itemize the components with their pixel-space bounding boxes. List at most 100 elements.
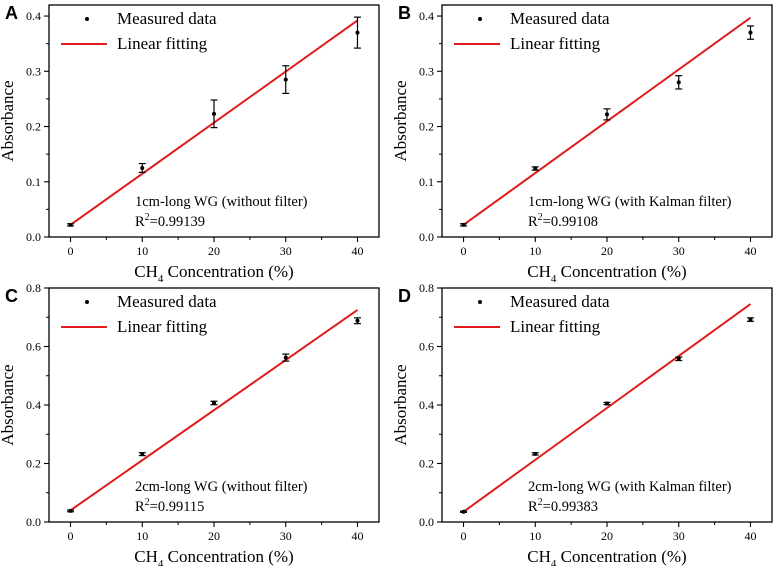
x-tick-label: 10 [529,244,541,258]
r-squared-superscript: 2 [538,212,543,223]
x-axis-label-main: CH [527,547,551,566]
panel-label: D [398,286,411,306]
panel-label: B [398,3,411,23]
annotation-r-squared: R2=0.99115 [135,497,204,515]
annotation-r-squared: R2=0.99108 [528,212,598,230]
legend-label-measured: Measured data [510,292,610,311]
r-squared-prefix: R [528,499,538,515]
data-point [355,318,360,323]
y-tick-label: 0.4 [26,398,41,412]
r-squared-prefix: R [528,214,538,230]
y-axis-label: Absorbance [391,364,410,445]
x-axis-label: CH4 Concentration (%) [527,547,686,566]
annotation-description: 1cm-long WG (with Kalman filter) [528,194,732,210]
y-tick-label: 0.4 [419,9,434,23]
y-axis-label: Absorbance [391,80,410,161]
data-point [283,355,288,360]
x-axis-label-rest: Concentration (%) [556,547,686,566]
y-tick-label: 0.2 [419,457,434,471]
x-tick-label: 40 [744,529,756,543]
panel-label: A [5,3,18,23]
x-tick-label: 30 [673,244,685,258]
y-tick-label: 0.0 [419,515,434,529]
y-tick-label: 0.4 [26,9,41,23]
legend-label-measured: Measured data [117,9,217,28]
annotation-description: 2cm-long WG (with Kalman filter) [528,479,732,495]
chart-panel-c: C 0 10 20 30 40 0.0 0.2 0.4 0.6 0.8 Absorbance CH4 C… [0,281,380,566]
y-tick-label: 0.0 [419,230,434,244]
legend-marker-measured [85,300,89,304]
annotation-description: 2cm-long WG (without filter) [135,479,308,495]
data-point [676,356,681,361]
data-point [533,166,538,171]
r-squared-value: =0.99139 [150,214,205,230]
legend-label-fit: Linear fitting [117,34,208,53]
x-tick-label: 20 [208,244,220,258]
r-squared-value: =0.99115 [150,499,205,515]
annotation-r-squared: R2=0.99139 [135,212,205,230]
annotation-description: 1cm-long WG (without filter) [135,194,308,210]
x-tick-label: 0 [461,529,467,543]
x-tick-label: 40 [351,244,363,258]
x-tick-label: 10 [136,244,148,258]
legend-label-fit: Linear fitting [510,34,601,53]
r-squared-prefix: R [135,499,145,515]
data-point [283,77,288,82]
x-axis-label: CH4 Concentration (%) [134,547,293,566]
y-tick-label: 0.2 [26,457,41,471]
r-squared-value: =0.99108 [543,214,598,230]
legend-label-measured: Measured data [117,292,217,311]
y-tick-label: 0.3 [26,64,41,78]
data-point [461,509,466,514]
y-tick-label: 0.1 [419,175,434,189]
x-tick-label: 10 [529,529,541,543]
y-tick-label: 0.6 [419,340,434,354]
x-axis-label: CH4 Concentration (%) [134,262,293,285]
y-tick-label: 0.0 [26,515,41,529]
y-tick-label: 0.4 [419,398,434,412]
x-axis-label-main: CH [134,262,158,281]
chart-panel-d: D 0 10 20 30 40 0.0 0.2 0.4 0.6 0.8 Absorbance CH4 C… [391,281,773,566]
legend-marker-measured [478,300,482,304]
x-axis-label-sub: 4 [551,558,557,566]
panel-label: C [5,286,18,306]
data-point [676,80,681,85]
x-tick-label: 0 [461,244,467,258]
x-tick-label: 40 [744,244,756,258]
y-tick-label: 0.2 [26,120,41,134]
y-tick-label: 0.3 [419,64,434,78]
chart-panel-b: B 0 10 20 30 40 0.0 0.1 0.2 0.3 0.4 Absorbance CH4 C… [391,3,773,285]
legend-label-measured: Measured data [510,9,610,28]
x-tick-label: 0 [68,244,74,258]
data-point [605,112,609,117]
y-tick-label: 0.8 [26,281,41,295]
legend-marker-measured [85,17,89,21]
x-tick-label: 30 [280,529,292,543]
legend-marker-measured [478,17,482,21]
annotation-r-squared: R2=0.99383 [528,497,598,515]
x-tick-label: 30 [280,244,292,258]
data-point [461,222,466,227]
x-axis-label-sub: 4 [551,273,557,285]
x-tick-label: 20 [208,529,220,543]
x-tick-label: 10 [136,529,148,543]
y-tick-label: 0.8 [419,281,434,295]
x-axis-label-rest: Concentration (%) [556,262,686,281]
x-axis-label-rest: Concentration (%) [163,262,293,281]
legend-label-fit: Linear fitting [510,317,601,336]
x-axis-label-main: CH [527,262,551,281]
fit-line [462,303,752,513]
fit-line [462,16,752,226]
data-point [748,30,753,35]
x-tick-label: 0 [68,529,74,543]
r-squared-value: =0.99383 [543,499,598,515]
r-squared-superscript: 2 [538,497,543,508]
data-point [68,508,73,513]
fit-line [69,309,359,512]
data-point [605,401,609,406]
r-squared-superscript: 2 [145,497,150,508]
x-axis-label-sub: 4 [158,558,164,566]
y-axis-label: Absorbance [0,80,17,161]
data-point [68,222,73,227]
